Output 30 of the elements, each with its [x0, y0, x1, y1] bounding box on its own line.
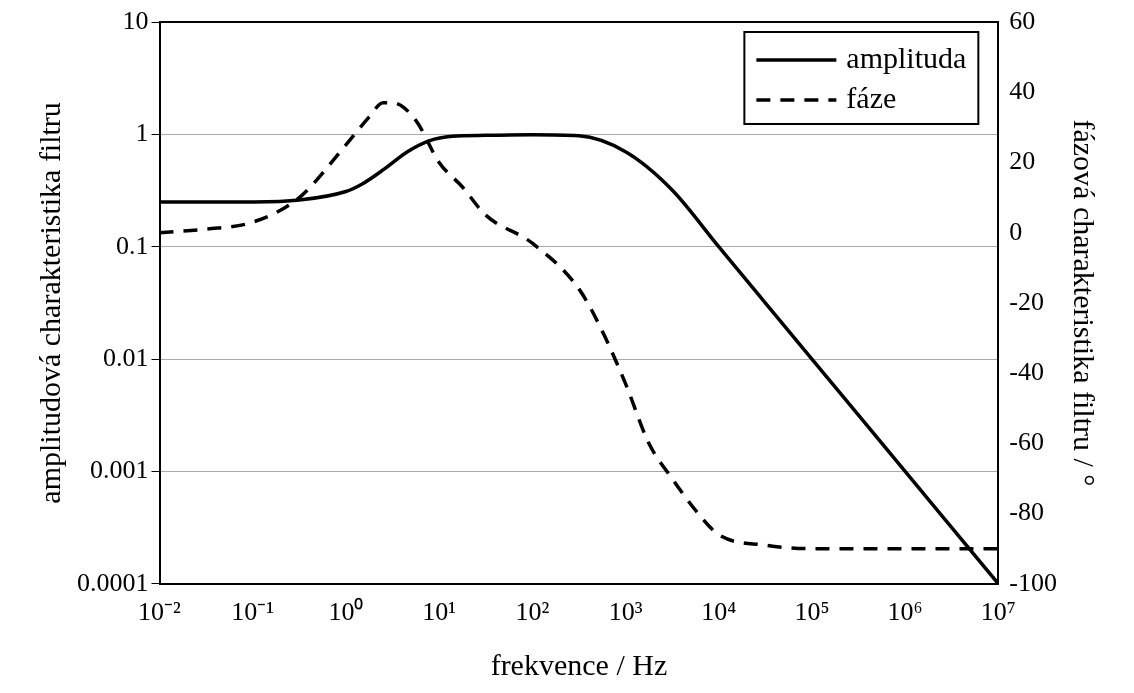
y-tick-label: 0.1: [116, 230, 149, 260]
x-tick-label: 10⁻²: [138, 597, 182, 627]
x-tick-label: 10⁰: [328, 597, 364, 627]
y2-tick-label: 40: [1009, 76, 1036, 106]
y2-tick-label: 0: [1009, 216, 1023, 246]
y2-tick-label: -80: [1009, 497, 1045, 527]
y-tick-label: 10: [122, 5, 149, 35]
y2-tick-label: -100: [1009, 567, 1058, 597]
x-tick-label: 10⁴: [701, 597, 737, 627]
legend-label: fáze: [846, 80, 897, 114]
y-tick-label: 0.001: [90, 455, 149, 485]
y2-axis-title: fázová charakteristika filtru / °: [1068, 119, 1102, 487]
y2-tick-label: -60: [1009, 427, 1045, 457]
x-tick-label: 10¹: [422, 597, 457, 627]
x-axis-title: frekvence / Hz: [490, 647, 668, 681]
legend-label: amplituda: [846, 40, 967, 74]
x-tick-label: 10³: [608, 597, 643, 627]
y-tick-label: 1: [135, 118, 149, 148]
y-axis-title: amplitudová charakteristika filtru: [32, 102, 66, 504]
y-tick-label: 0.0001: [77, 567, 149, 597]
y2-tick-label: 20: [1009, 146, 1036, 176]
y2-tick-label: -40: [1009, 356, 1045, 386]
x-tick-label: 10⁷: [980, 597, 1016, 627]
y2-tick-label: -20: [1009, 286, 1045, 316]
y2-tick-label: 60: [1009, 5, 1036, 35]
x-tick-label: 10⁵: [794, 597, 830, 627]
x-tick-label: 10²: [515, 597, 550, 627]
x-tick-label: 10⁶: [887, 597, 923, 627]
x-tick-label: 10⁻¹: [231, 597, 275, 627]
y-tick-label: 0.01: [103, 342, 149, 372]
